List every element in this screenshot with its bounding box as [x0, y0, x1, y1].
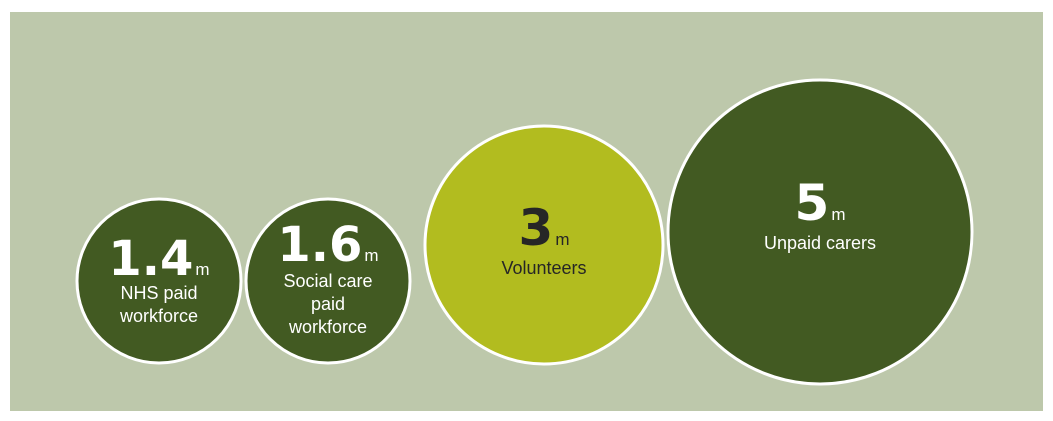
bubble-label: Unpaid carers: [764, 233, 876, 253]
bubble-label: Volunteers: [501, 258, 586, 278]
bubble-unit: m: [195, 260, 209, 279]
bubble-number: 1.6: [277, 217, 362, 273]
bubble-label: Social care: [283, 271, 372, 291]
bubble-value: 1.6 m: [277, 217, 378, 273]
bubble-number: 3: [519, 199, 554, 257]
bubble-label: paid: [311, 294, 345, 314]
bubble-label: workforce: [119, 306, 198, 326]
bubble-number: 5: [795, 174, 830, 232]
bubble-unit: m: [831, 205, 845, 224]
bubble-unit: m: [555, 230, 569, 249]
bubble-value: 1.4 m: [108, 231, 209, 287]
bubble-circle: [423, 124, 665, 366]
bubble-circle: [244, 197, 412, 365]
bubble-circle: [666, 78, 974, 386]
bubble-unit: m: [364, 246, 378, 265]
bubble-circle: [75, 197, 243, 365]
bubble-label: workforce: [288, 317, 367, 337]
bubble-label: NHS paid: [120, 283, 197, 303]
bubble-number: 1.4: [108, 231, 193, 287]
